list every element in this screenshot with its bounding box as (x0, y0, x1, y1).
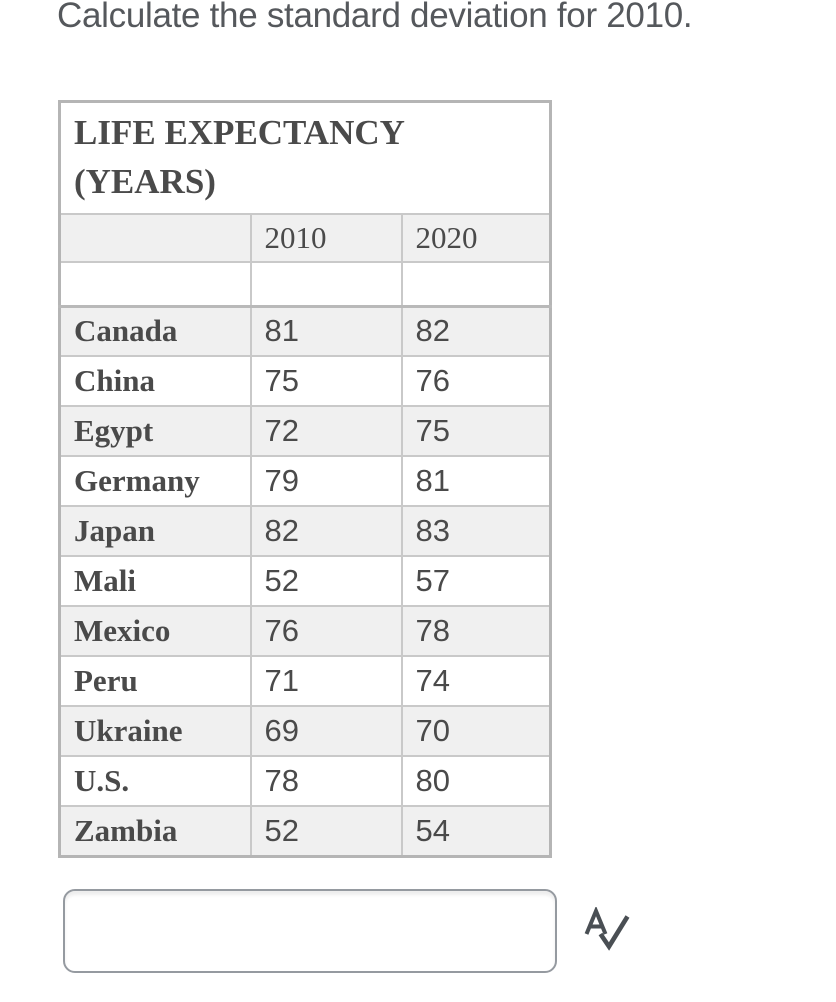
country-cell: Canada (58, 305, 252, 357)
value-2020-cell: 78 (400, 605, 552, 657)
table-row: Germany 79 81 (58, 455, 552, 507)
country-cell: Zambia (58, 805, 252, 857)
value-2010-cell: 81 (249, 305, 403, 357)
table-row: Ukraine 69 70 (58, 705, 552, 757)
value-2010-cell: 78 (249, 755, 403, 807)
answer-input[interactable] (63, 889, 557, 973)
table-row: China 75 76 (58, 355, 552, 407)
value-2010-cell: 75 (249, 355, 403, 407)
table-empty-row (58, 261, 552, 308)
table-row: Egypt 72 75 (58, 405, 552, 457)
value-2010-cell: 52 (249, 805, 403, 857)
value-2020-cell: 83 (400, 505, 552, 557)
value-2010-cell: 72 (249, 405, 403, 457)
question-title: Calculate the standard deviation for 201… (57, 0, 693, 35)
table-row: Peru 71 74 (58, 655, 552, 707)
check-answer-icon[interactable] (583, 907, 631, 952)
country-cell: Mexico (58, 605, 252, 657)
table-row: Canada 81 82 (58, 305, 552, 357)
col-header-2010: 2010 (249, 213, 403, 263)
empty-cell (249, 261, 403, 308)
table-row: Mali 52 57 (58, 555, 552, 607)
country-cell: Germany (58, 455, 252, 507)
value-2020-cell: 76 (400, 355, 552, 407)
value-2010-cell: 69 (249, 705, 403, 757)
value-2020-cell: 54 (400, 805, 552, 857)
country-cell: China (58, 355, 252, 407)
country-cell: Ukraine (58, 705, 252, 757)
table-row: U.S. 78 80 (58, 755, 552, 807)
value-2020-cell: 82 (400, 305, 552, 357)
value-2010-cell: 82 (249, 505, 403, 557)
value-2020-cell: 74 (400, 655, 552, 707)
empty-cell (58, 261, 252, 308)
country-cell: Japan (58, 505, 252, 557)
value-2010-cell: 79 (249, 455, 403, 507)
table-row: Zambia 52 54 (58, 805, 552, 857)
table-row: Japan 82 83 (58, 505, 552, 557)
value-2020-cell: 70 (400, 705, 552, 757)
country-cell: Mali (58, 555, 252, 607)
table-title-row: LIFE EXPECTANCY (YEARS) (58, 100, 552, 215)
value-2020-cell: 80 (400, 755, 552, 807)
table-header-row: 2010 2020 (58, 213, 552, 263)
table-row: Mexico 76 78 (58, 605, 552, 657)
value-2020-cell: 75 (400, 405, 552, 457)
value-2020-cell: 81 (400, 455, 552, 507)
value-2010-cell: 76 (249, 605, 403, 657)
life-expectancy-table: LIFE EXPECTANCY (YEARS) 2010 2020 Canada… (58, 100, 553, 858)
col-header-2020: 2020 (400, 213, 552, 263)
country-cell: Egypt (58, 405, 252, 457)
empty-cell (400, 261, 552, 308)
country-cell: U.S. (58, 755, 252, 807)
value-2010-cell: 52 (249, 555, 403, 607)
col-header-country (58, 213, 252, 263)
value-2010-cell: 71 (249, 655, 403, 707)
value-2020-cell: 57 (400, 555, 552, 607)
country-cell: Peru (58, 655, 252, 707)
table-title: LIFE EXPECTANCY (YEARS) (58, 100, 552, 215)
